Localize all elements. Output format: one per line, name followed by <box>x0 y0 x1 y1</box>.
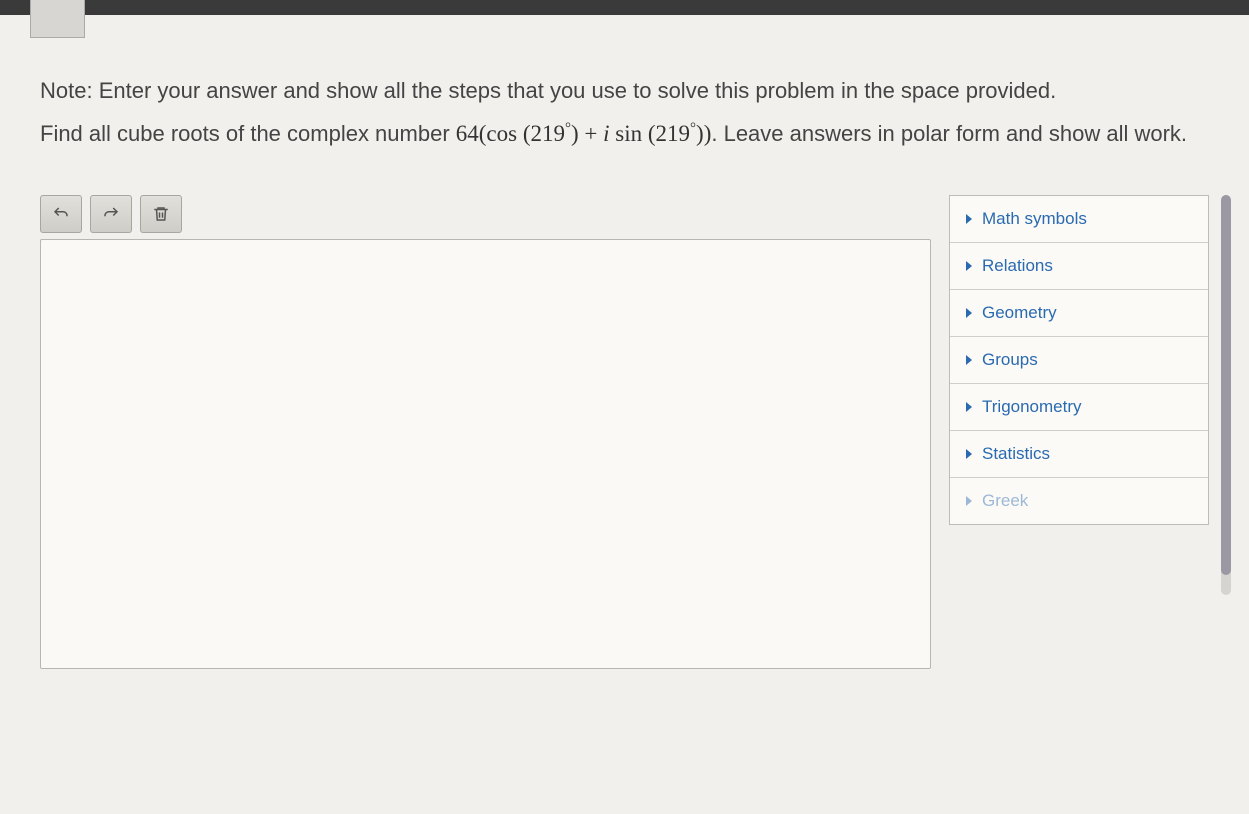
chevron-right-icon <box>966 496 972 506</box>
chevron-right-icon <box>966 261 972 271</box>
chevron-right-icon <box>966 308 972 318</box>
palette-relations[interactable]: Relations <box>950 243 1208 290</box>
palette-label: Groups <box>982 350 1038 370</box>
math-open: (cos ( <box>479 121 531 146</box>
redo-button[interactable] <box>90 195 132 233</box>
palette-greek[interactable]: Greek <box>950 478 1208 524</box>
math-coeff: 64 <box>456 121 479 146</box>
undo-icon <box>52 205 70 223</box>
math-mid: ) + <box>571 121 603 146</box>
palette-geometry[interactable]: Geometry <box>950 290 1208 337</box>
prompt-before: Find all cube roots of the complex numbe… <box>40 121 456 146</box>
math-angle1: 219 <box>531 121 566 146</box>
editor-area: Math symbols Relations Geometry Groups T… <box>40 195 1209 674</box>
editor-toolbar <box>40 195 931 233</box>
symbol-palette-column: Math symbols Relations Geometry Groups T… <box>949 195 1209 525</box>
math-close: )) <box>696 121 711 146</box>
scrollbar-thumb[interactable] <box>1221 195 1231 575</box>
math-sin: sin ( <box>610 121 656 146</box>
chevron-right-icon <box>966 449 972 459</box>
palette-label: Math symbols <box>982 209 1087 229</box>
toolbar-fragment <box>30 0 85 38</box>
math-angle2: 219 <box>656 121 691 146</box>
palette-label: Relations <box>982 256 1053 276</box>
math-expression: 64(cos (219°) + i sin (219°)) <box>456 121 712 146</box>
palette-math-symbols[interactable]: Math symbols <box>950 196 1208 243</box>
palette-label: Geometry <box>982 303 1057 323</box>
palette-groups[interactable]: Groups <box>950 337 1208 384</box>
palette-label: Statistics <box>982 444 1050 464</box>
chevron-right-icon <box>966 402 972 412</box>
redo-icon <box>102 205 120 223</box>
palette-statistics[interactable]: Statistics <box>950 431 1208 478</box>
palette-label: Trigonometry <box>982 397 1082 417</box>
answer-input[interactable] <box>40 239 931 669</box>
chevron-right-icon <box>966 355 972 365</box>
symbol-palette: Math symbols Relations Geometry Groups T… <box>949 195 1209 525</box>
palette-trigonometry[interactable]: Trigonometry <box>950 384 1208 431</box>
prompt-after: . Leave answers in polar form and show a… <box>711 121 1187 146</box>
window-top-strip <box>0 0 1249 15</box>
question-text: Note: Enter your answer and show all the… <box>40 70 1209 155</box>
palette-scrollbar[interactable] <box>1221 195 1231 595</box>
trash-button[interactable] <box>140 195 182 233</box>
undo-button[interactable] <box>40 195 82 233</box>
trash-icon <box>152 205 170 223</box>
question-content: Note: Enter your answer and show all the… <box>0 15 1249 694</box>
editor-left-column <box>40 195 931 674</box>
chevron-right-icon <box>966 214 972 224</box>
palette-label: Greek <box>982 491 1028 511</box>
note-text: Note: Enter your answer and show all the… <box>40 78 1056 103</box>
